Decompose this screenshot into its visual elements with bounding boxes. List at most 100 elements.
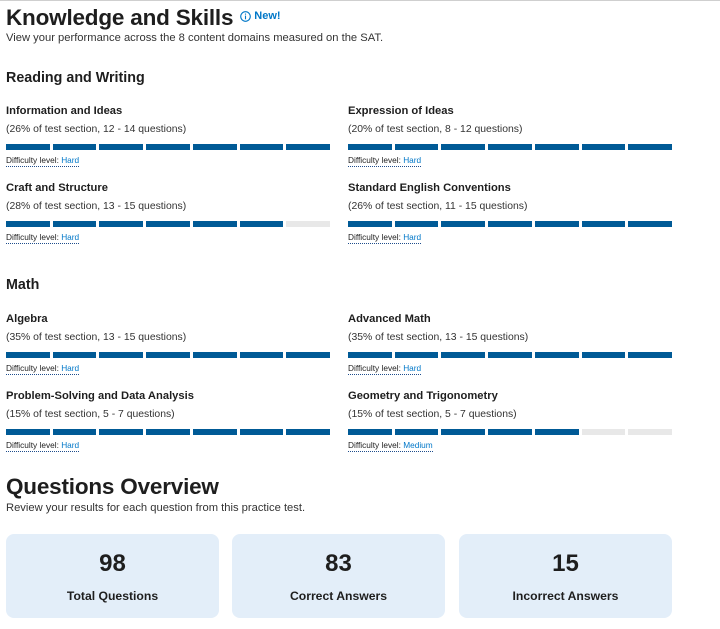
bar-segment-filled xyxy=(534,144,579,150)
bar-segment-filled xyxy=(99,221,144,227)
domain-craft-and-structure: Craft and Structure (28% of test section… xyxy=(6,181,332,245)
bar-segment-empty xyxy=(628,429,673,435)
bar-segment-filled xyxy=(239,221,284,227)
bar-segment-filled xyxy=(534,352,579,358)
difficulty-value: Hard xyxy=(61,155,80,165)
bar-segment-filled xyxy=(192,352,237,358)
stat-label: Incorrect Answers xyxy=(512,589,619,603)
domain-meta: (26% of test section, 11 - 15 questions) xyxy=(348,201,528,212)
bar-segment-filled xyxy=(99,429,144,435)
domain-problem-solving-data-analysis: Problem-Solving and Data Analysis (15% o… xyxy=(6,389,332,453)
domain-name: Standard English Conventions xyxy=(348,182,511,194)
bar-segment-filled xyxy=(192,221,237,227)
performance-bar xyxy=(6,352,331,358)
difficulty-label: Difficulty level: xyxy=(6,155,59,165)
stat-card-total: 98 Total Questions xyxy=(6,534,219,618)
difficulty-level[interactable]: Difficulty level: Medium xyxy=(348,440,433,452)
bar-segment-filled xyxy=(52,352,97,358)
stat-label: Total Questions xyxy=(66,589,159,603)
performance-bar xyxy=(6,221,331,227)
bar-segment-filled xyxy=(394,352,439,358)
bar-segment-filled xyxy=(192,429,237,435)
bar-segment-filled xyxy=(581,352,626,358)
knowledge-skills-header: Knowledge and Skills New! xyxy=(6,4,281,32)
bar-segment-filled xyxy=(394,221,439,227)
stat-value: 83 xyxy=(325,550,352,577)
bar-segment-filled xyxy=(286,144,331,150)
bar-segment-filled xyxy=(441,221,486,227)
bar-segment-filled xyxy=(441,144,486,150)
bar-segment-filled xyxy=(628,144,673,150)
difficulty-value: Medium xyxy=(403,440,433,450)
domain-standard-english-conventions: Standard English Conventions (26% of tes… xyxy=(348,181,674,245)
domain-meta: (15% of test section, 5 - 7 questions) xyxy=(6,409,175,420)
bar-segment-filled xyxy=(581,221,626,227)
stat-card-incorrect: 15 Incorrect Answers xyxy=(459,534,672,618)
domain-expression-of-ideas: Expression of Ideas (20% of test section… xyxy=(348,104,674,168)
difficulty-label: Difficulty level: xyxy=(348,363,401,373)
domain-meta: (35% of test section, 13 - 15 questions) xyxy=(6,332,187,343)
bar-segment-filled xyxy=(99,144,144,150)
performance-bar xyxy=(348,429,673,435)
difficulty-value: Hard xyxy=(403,232,422,242)
difficulty-level[interactable]: Difficulty level: Hard xyxy=(348,155,422,167)
bar-segment-filled xyxy=(441,429,486,435)
math-heading: Math xyxy=(6,277,40,293)
difficulty-value: Hard xyxy=(61,363,80,373)
difficulty-label: Difficulty level: xyxy=(6,363,59,373)
difficulty-level[interactable]: Difficulty level: Hard xyxy=(6,232,80,244)
bar-segment-filled xyxy=(52,429,97,435)
new-badge[interactable]: New! xyxy=(240,10,281,22)
domain-meta: (28% of test section, 13 - 15 questions) xyxy=(6,201,187,212)
difficulty-level[interactable]: Difficulty level: Hard xyxy=(6,155,80,167)
bar-segment-filled xyxy=(348,429,392,435)
difficulty-level[interactable]: Difficulty level: Hard xyxy=(348,363,422,375)
bar-segment-filled xyxy=(348,352,392,358)
difficulty-label: Difficulty level: xyxy=(348,155,401,165)
bar-segment-filled xyxy=(488,352,532,358)
bar-segment-filled xyxy=(146,144,190,150)
bar-segment-filled xyxy=(6,352,50,358)
domain-geometry-trigonometry: Geometry and Trigonometry (15% of test s… xyxy=(348,389,674,453)
bar-segment-filled xyxy=(441,352,486,358)
knowledge-skills-subtitle: View your performance across the 8 conte… xyxy=(6,32,384,44)
domain-name: Geometry and Trigonometry xyxy=(348,390,498,402)
bar-segment-filled xyxy=(488,429,532,435)
difficulty-label: Difficulty level: xyxy=(6,232,59,242)
bar-segment-filled xyxy=(348,221,392,227)
knowledge-skills-title: Knowledge and Skills xyxy=(6,5,234,30)
questions-overview-title: Questions Overview xyxy=(6,474,219,499)
domain-advanced-math: Advanced Math (35% of test section, 13 -… xyxy=(348,312,674,376)
bar-segment-filled xyxy=(52,144,97,150)
bar-segment-filled xyxy=(286,429,331,435)
bar-segment-filled xyxy=(286,352,331,358)
domain-meta: (15% of test section, 5 - 7 questions) xyxy=(348,409,517,420)
info-icon xyxy=(240,10,252,22)
difficulty-level[interactable]: Difficulty level: Hard xyxy=(348,232,422,244)
bar-segment-filled xyxy=(146,352,190,358)
stat-value: 15 xyxy=(552,550,579,577)
new-badge-label: New! xyxy=(254,10,281,22)
difficulty-value: Hard xyxy=(403,363,422,373)
bar-segment-empty xyxy=(286,221,331,227)
domain-name: Advanced Math xyxy=(348,313,431,325)
bar-segment-filled xyxy=(394,144,439,150)
bar-segment-filled xyxy=(99,352,144,358)
domain-name: Information and Ideas xyxy=(6,105,123,117)
bar-segment-filled xyxy=(488,221,532,227)
domain-algebra: Algebra (35% of test section, 13 - 15 qu… xyxy=(6,312,332,376)
domain-name: Algebra xyxy=(6,313,48,325)
bar-segment-filled xyxy=(239,429,284,435)
bar-segment-filled xyxy=(239,144,284,150)
difficulty-level[interactable]: Difficulty level: Hard xyxy=(6,440,80,452)
reading-writing-heading: Reading and Writing xyxy=(6,70,145,86)
bar-segment-filled xyxy=(239,352,284,358)
difficulty-level[interactable]: Difficulty level: Hard xyxy=(6,363,80,375)
difficulty-label: Difficulty level: xyxy=(348,440,401,450)
bar-segment-filled xyxy=(348,144,392,150)
domain-name: Problem-Solving and Data Analysis xyxy=(6,390,194,402)
bar-segment-filled xyxy=(394,429,439,435)
domain-information-and-ideas: Information and Ideas (26% of test secti… xyxy=(6,104,332,168)
bar-segment-filled xyxy=(6,221,50,227)
bar-segment-filled xyxy=(628,221,673,227)
